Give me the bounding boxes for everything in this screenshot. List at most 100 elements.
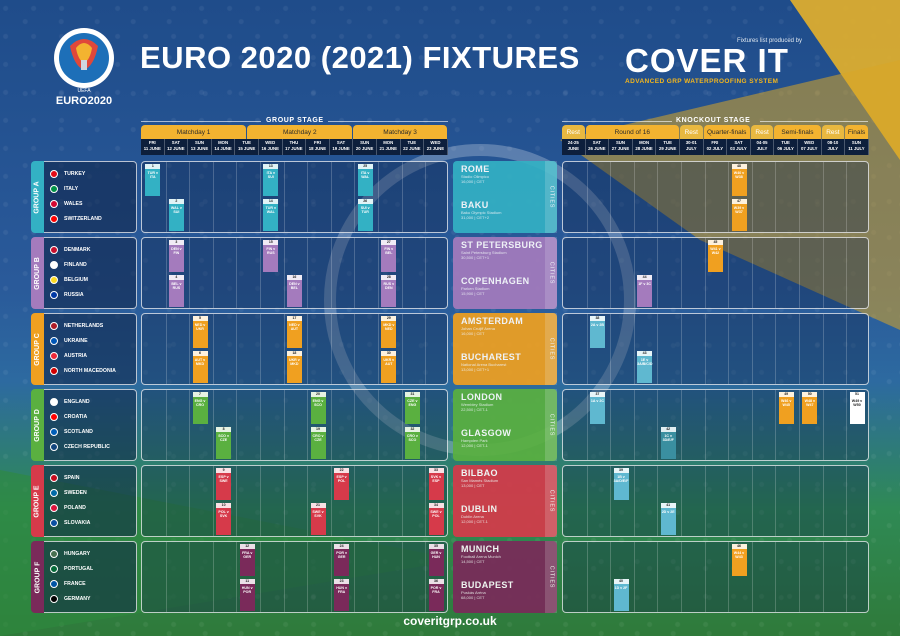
match-card[interactable]: 12 FRA v GER [239,544,255,576]
city-name: DUBLIN [461,504,498,514]
match-card[interactable]: 28 RUS v DEN [381,275,397,307]
match-card[interactable]: 26 SUI v TUR [357,199,373,231]
city-detail: 16,000 | CET [461,331,485,336]
match-card[interactable]: 30 UKR v AUT [381,351,397,383]
match-card[interactable]: 34 SWE v POL [428,503,444,535]
date-day: 04-05 [756,140,768,145]
match-number: 51 [849,392,865,397]
host-city: BUCHAREST National Arena Bucharest 13,000 … [461,352,521,372]
match-card[interactable]: 8 SCO v CZE [216,427,232,459]
round-band: Finals [845,125,868,139]
match-card[interactable]: 13 ITA v SUI [263,164,279,196]
grid-line [681,542,682,612]
team-row: TURKEY [50,170,85,178]
match-card[interactable]: 47 W39 v W37 [731,199,747,231]
city-detail: 30,500 | CET+1 [461,255,490,260]
grid-line [822,390,824,460]
cities-tag-label: CITIES [548,261,554,285]
flag-icon [50,352,58,360]
match-card[interactable]: 39 1B v 3A/D/E/F [613,468,629,500]
match-card[interactable]: 37 1A v 2C [589,392,605,424]
match-card[interactable]: 19 CRO v CZE [310,427,326,459]
match-card[interactable]: 3 DEN v FIN [168,240,184,272]
group-tag: GROUP D [31,389,44,461]
flag-icon [50,595,58,603]
match-card[interactable]: 43 1E v 3A/B/C/D [637,351,652,383]
match-card[interactable]: 41 2D v 2E [660,503,676,535]
match-card[interactable]: 14 TUR v WAL [263,199,279,231]
city-name: ST PETERSBURG [461,240,543,250]
match-card[interactable]: 36 POR v FRA [428,579,444,611]
match-card[interactable]: 6 AUT v MKD [192,351,208,383]
grid-line [283,162,285,232]
date-day: SUN [615,140,626,145]
match-card[interactable]: 20 ENG v SCO [310,392,326,424]
match-number: 42 [660,427,676,432]
match-card[interactable]: 7 ENG v CRO [192,392,208,424]
date-day: WED [265,140,276,145]
match-card[interactable]: 32 CRO v SCO [404,427,420,459]
flag-icon [50,337,58,345]
date-date: 02 JULY [706,146,724,151]
match-card[interactable]: 5 NED v UKR [192,316,208,348]
match-card[interactable]: 35 GER v HUN [428,544,444,576]
match-card[interactable]: 51 W49 v W50 [849,392,865,424]
match-card[interactable]: 29 MKD v NED [381,316,397,348]
match-card[interactable]: 11 HUN v POR [239,579,255,611]
date-date: 18 JUNE [308,146,327,151]
match-card[interactable]: 4 BEL v RUS [168,275,184,307]
round-band: Rest [750,125,774,139]
grid-line [212,542,214,612]
grid-line [165,466,167,536]
footer-url[interactable]: coveritgrp.co.uk [403,614,497,628]
match-teams: SUI v TUR [360,205,370,215]
match-number: 22 [334,468,350,473]
match-card[interactable]: 45 W41 v W42 [707,240,723,272]
date-date: 11 JULY [848,146,865,151]
date-date: 20 JUNE [355,146,374,151]
match-card[interactable]: 33 SVK v ESP [428,468,444,500]
match-card[interactable]: 17 NED v AUT [286,316,302,348]
grid-line [330,314,332,384]
match-card[interactable]: 44 1F v 3C [637,275,653,307]
match-card[interactable]: 24 POR v GER [334,544,350,576]
match-card[interactable]: 42 1C v 3D/E/F [660,427,676,459]
grid-line [260,238,261,308]
match-card[interactable]: 9 ESP v SWE [216,468,232,500]
match-card[interactable]: 16 DEN v BEL [286,275,302,307]
flag-icon [50,291,58,299]
match-card[interactable]: 48 W40 v W38 [731,164,747,196]
city-name: ROME [461,164,490,174]
flag-icon [50,428,58,436]
knockout-stage-label: KNOCKOUT STAGE [676,117,751,124]
city-stadium: Wembley Stadium [461,402,494,407]
date-date: 28 JUNE [635,146,653,151]
match-card[interactable]: 27 FIN v BEL [381,240,397,272]
date-cell: 24-25 JUNE [562,139,586,155]
match-card[interactable]: 50 W48 v W47 [802,392,818,424]
logo-text: EURO2020 [55,95,113,107]
match-card[interactable]: 10 POL v SVK [216,503,232,535]
match-card[interactable]: 22 ESP v POL [334,468,350,500]
match-number: 10 [216,503,232,508]
match-card[interactable]: 21 SWE v SVK [310,503,326,535]
match-card[interactable]: 25 ITA v WAL [357,164,373,196]
round-band: Semi-finals [774,125,821,139]
match-card[interactable]: 15 FIN v RUS [263,240,279,272]
match-card[interactable]: 23 HUN v FRA [334,579,350,611]
match-card[interactable]: 2 WAL v SUI [168,199,184,231]
match-card[interactable]: 46 W44 v W43 [731,544,747,576]
date-day: SAT [592,140,602,145]
match-card[interactable]: 31 CZE v ENG [404,392,420,424]
match-card[interactable]: 1 TUR v ITA [145,164,161,196]
match-number: 18 [286,351,302,356]
match-card[interactable]: 40 1D v 2F [613,579,629,611]
match-card[interactable]: 38 2A v 2B [589,316,605,348]
grid-line [846,314,848,384]
grid-line [401,390,403,460]
match-teams: RUS v DEN [383,281,395,291]
match-card[interactable]: 18 UKR v MKD [286,351,302,383]
match-card[interactable]: 49 W46 v W45 [778,392,794,424]
grid-line [799,162,800,232]
grid-line [330,162,332,232]
